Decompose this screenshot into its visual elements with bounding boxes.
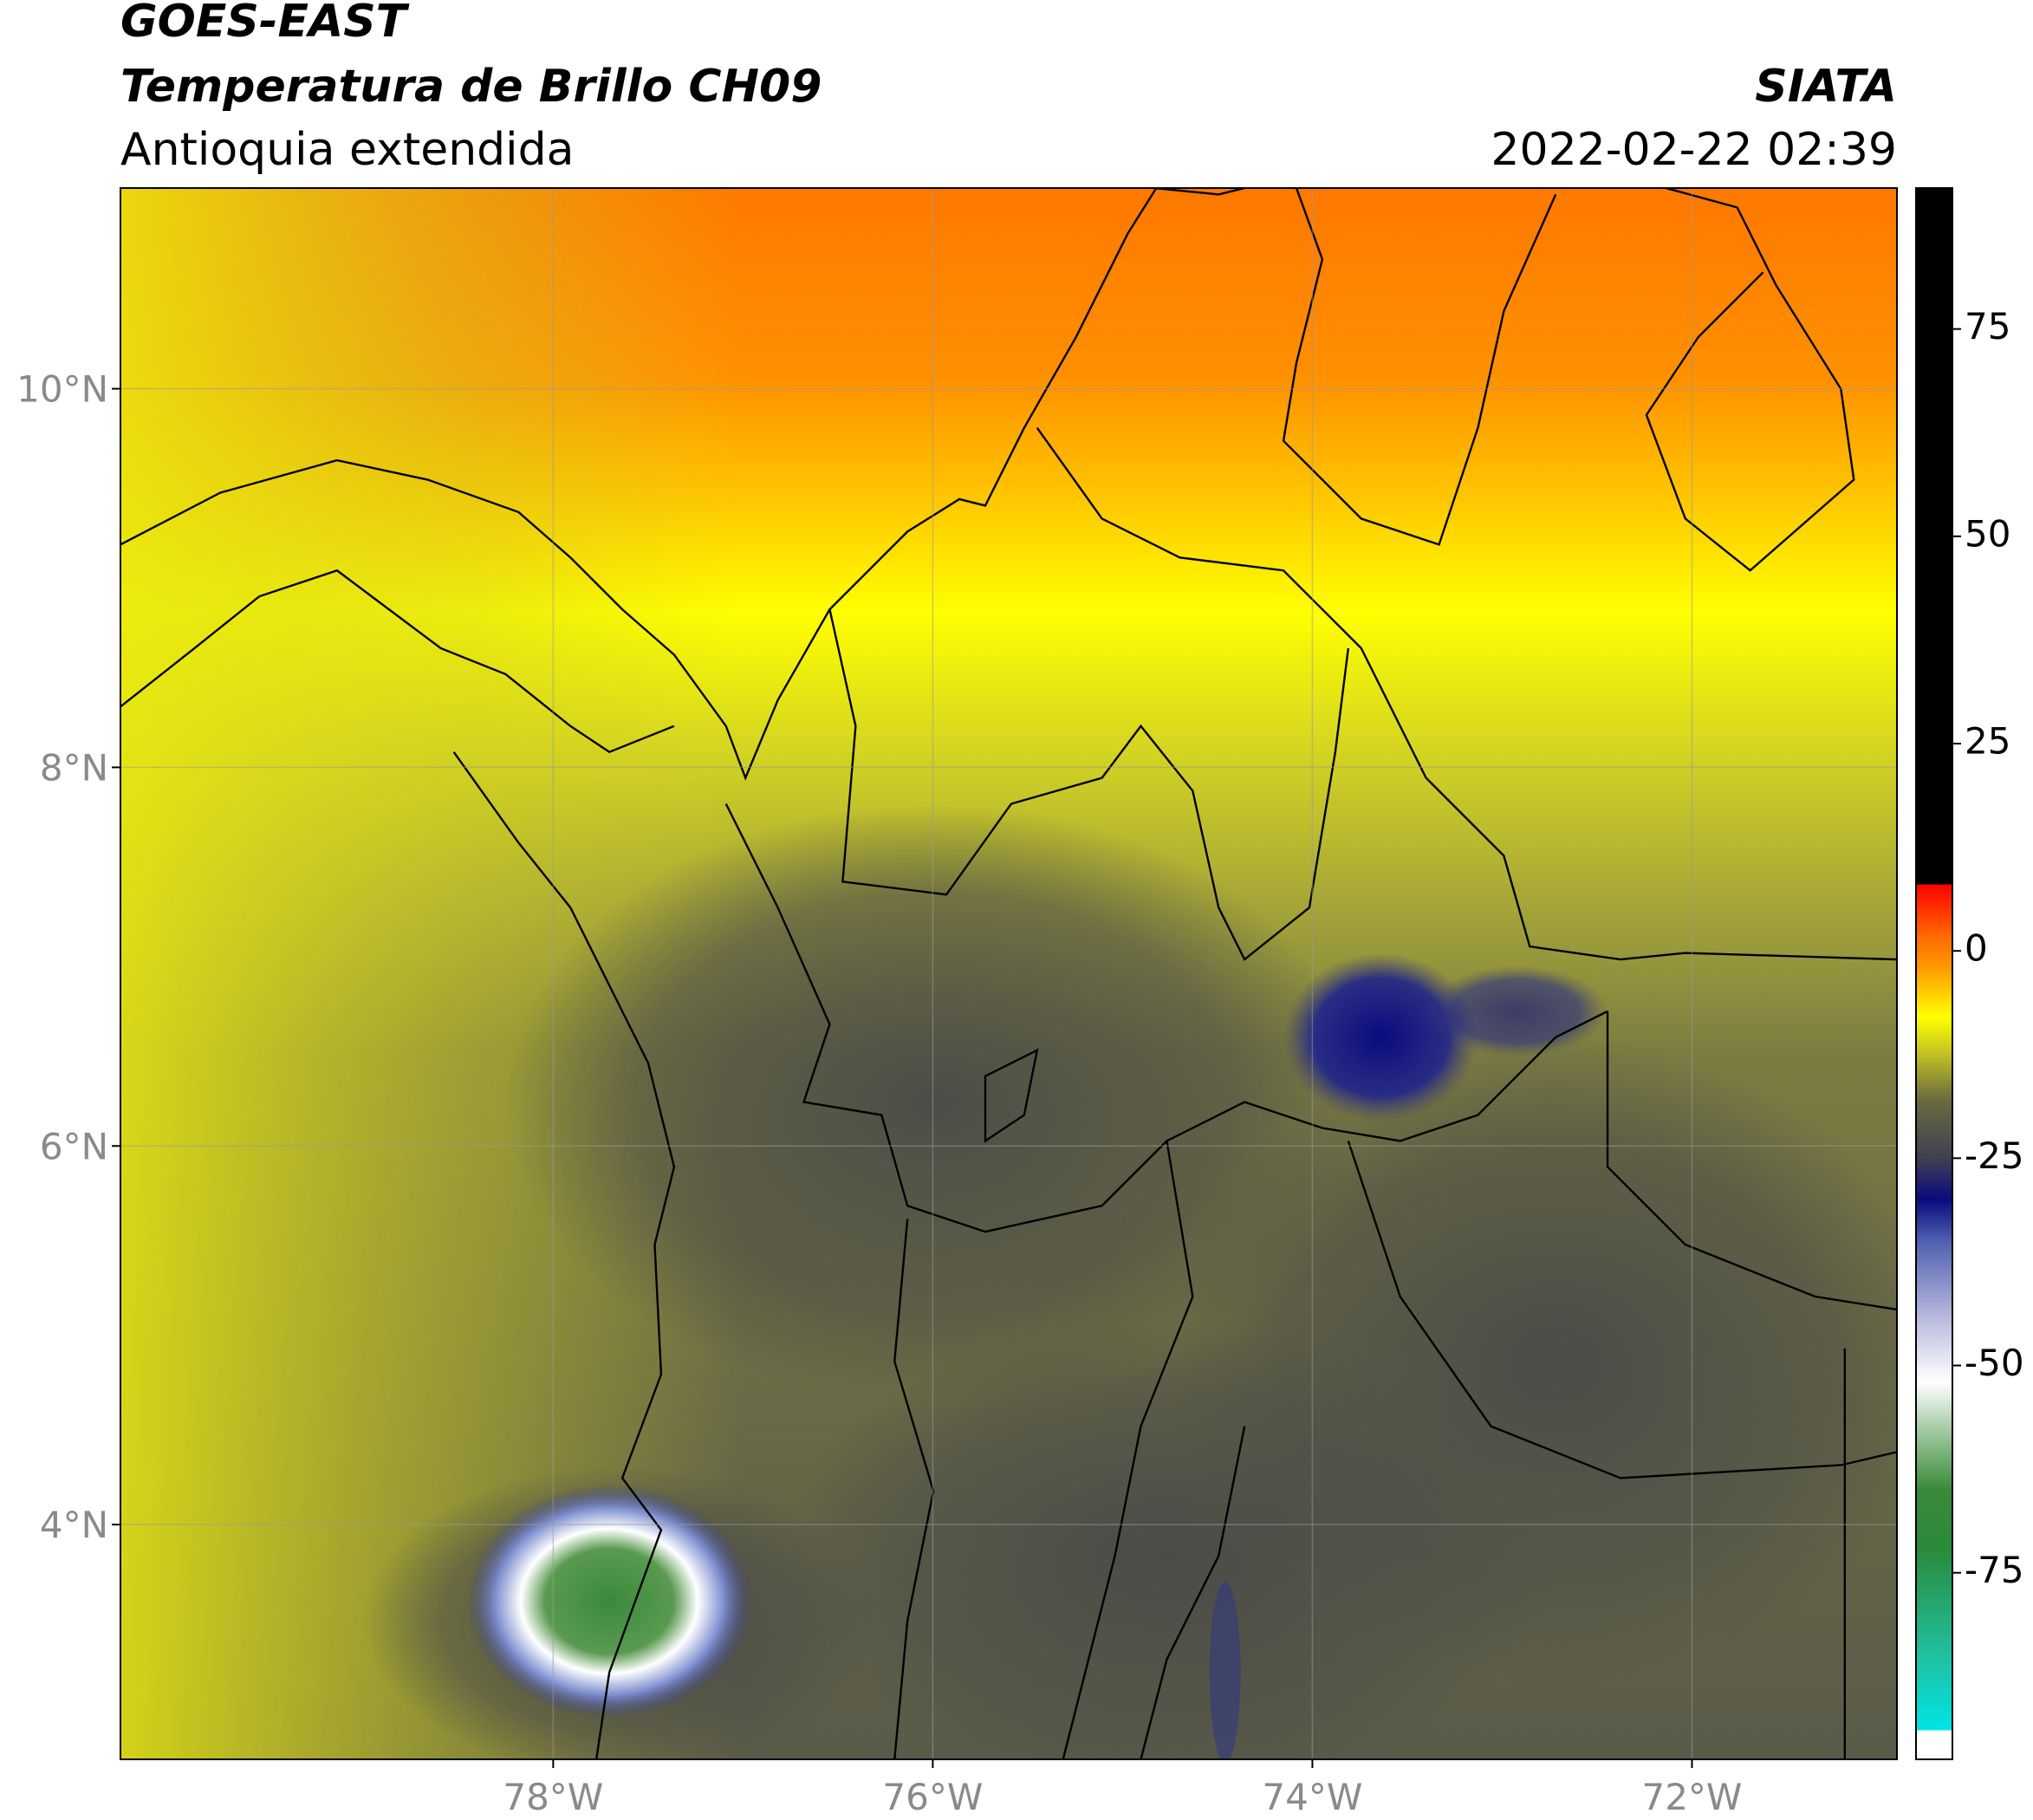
colorbar-tick-label: 50 bbox=[1965, 512, 2010, 555]
y-tick-label: 10°N bbox=[16, 368, 108, 411]
grid bbox=[120, 188, 1897, 1759]
y-tick-label: 6°N bbox=[40, 1125, 108, 1167]
x-tick-label: 76°W bbox=[882, 1776, 983, 1818]
map-frame bbox=[120, 187, 1898, 1760]
region: Antioquia extendida bbox=[120, 124, 575, 176]
y-tick-label: 4°N bbox=[40, 1504, 108, 1546]
colorbar bbox=[1915, 187, 1953, 1760]
x-tick-label: 74°W bbox=[1262, 1776, 1362, 1818]
colorbar-tick-label: -25 bbox=[1965, 1134, 2024, 1177]
colorbar-tick-label: 75 bbox=[1965, 305, 2010, 348]
colorbar-tick-label: 25 bbox=[1965, 720, 2010, 763]
colorbar-tick-label: -50 bbox=[1965, 1342, 2024, 1384]
title: GOES-EAST bbox=[120, 0, 410, 48]
colorbar-tick-label: -75 bbox=[1965, 1549, 2024, 1591]
subtitle: Temperatura de Brillo CH09 bbox=[120, 61, 822, 113]
colorbar-tick-label: 0 bbox=[1965, 927, 1988, 970]
datetime: 2022-02-22 02:39 bbox=[1491, 124, 1897, 176]
map-image bbox=[120, 188, 1897, 1759]
x-tick-label: 72°W bbox=[1641, 1776, 1742, 1818]
y-tick-label: 8°N bbox=[40, 746, 108, 789]
source: SIATA bbox=[1755, 61, 1897, 113]
x-tick-label: 78°W bbox=[503, 1776, 603, 1818]
